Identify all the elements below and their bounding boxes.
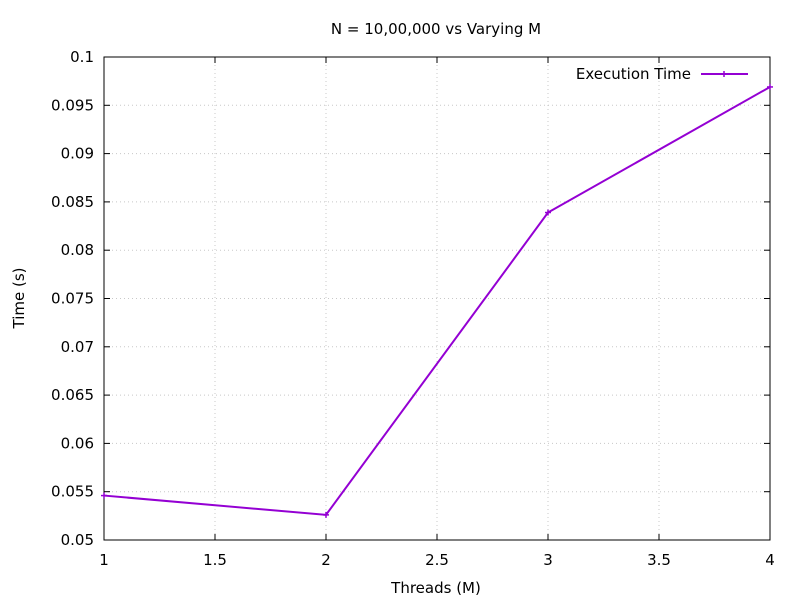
x-tick-label: 2.5 <box>425 551 449 569</box>
y-tick-label: 0.065 <box>51 386 94 404</box>
series-line <box>103 86 771 516</box>
data-point <box>767 83 773 90</box>
y-tick-label: 0.09 <box>61 145 94 163</box>
y-axis-label: Time (s) <box>10 268 28 330</box>
x-axis-label: Threads (M) <box>390 579 481 597</box>
legend: Execution Time <box>576 65 748 83</box>
y-tick-label: 0.1 <box>70 48 94 66</box>
data-point <box>545 209 551 216</box>
series-layer <box>101 83 773 518</box>
x-tick-label: 4 <box>765 551 775 569</box>
y-tick-label: 0.095 <box>51 96 94 114</box>
y-tick-label: 0.055 <box>51 483 94 501</box>
data-point <box>323 511 329 518</box>
ticks: 1 1.5 2 2.5 3 3.5 4 0.05 0.055 0.06 0.065 0.07 0.075… <box>51 48 775 569</box>
y-tick-label: 0.07 <box>61 338 94 356</box>
x-tick-label: 1.5 <box>203 551 227 569</box>
x-tick-label: 2 <box>321 551 331 569</box>
grid <box>104 57 770 540</box>
legend-label: Execution Time <box>576 65 691 83</box>
y-tick-label: 0.06 <box>61 434 94 452</box>
x-tick-label: 3.5 <box>647 551 671 569</box>
x-tick-label: 3 <box>543 551 553 569</box>
y-tick-label: 0.075 <box>51 290 94 308</box>
data-point <box>101 492 107 499</box>
y-tick-label: 0.05 <box>61 531 94 549</box>
chart-title: N = 10,00,000 vs Varying M <box>331 20 541 38</box>
y-tick-label: 0.08 <box>61 241 94 259</box>
x-tick-label: 1 <box>99 551 109 569</box>
y-tick-label: 0.085 <box>51 193 94 211</box>
legend-marker <box>721 71 727 77</box>
